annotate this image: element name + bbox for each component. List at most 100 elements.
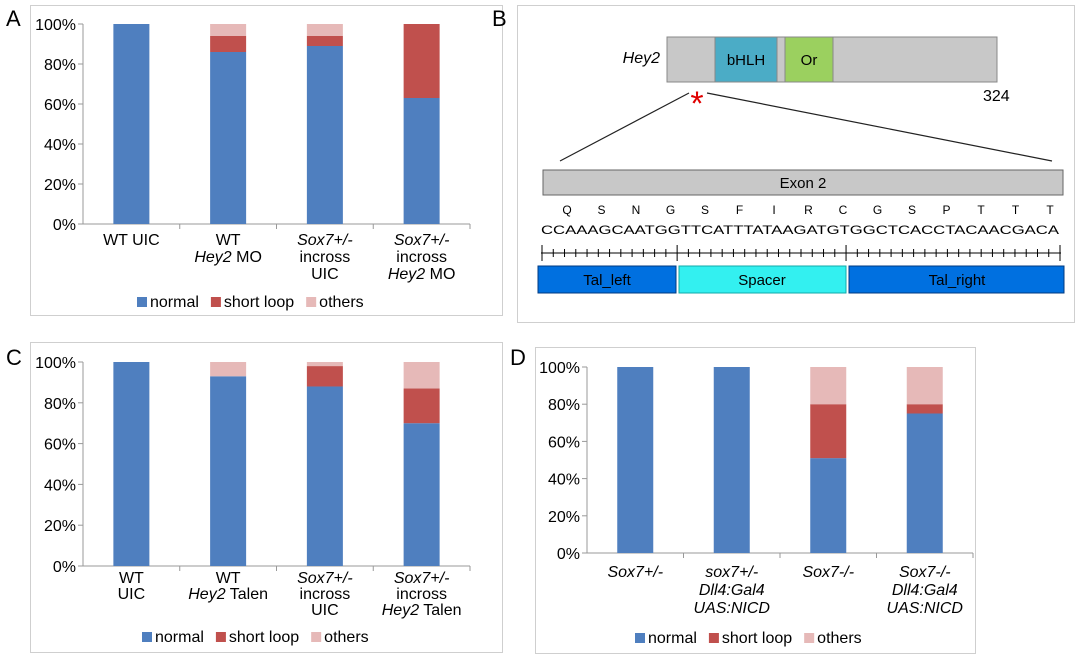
panel-d-frame — [535, 347, 976, 654]
amino-acid: N — [632, 203, 641, 217]
amino-acid: F — [736, 203, 743, 217]
x-tick-label: Sox7+/- — [607, 564, 663, 581]
panel-c-frame — [30, 342, 503, 653]
amino-acid: S — [908, 203, 916, 217]
bar-segment-normal — [810, 458, 847, 553]
legend-swatch-normal — [635, 633, 645, 643]
y-tick-label: 80% — [44, 57, 76, 74]
orange-domain-label: Or — [801, 52, 818, 69]
legend-swatch-normal — [142, 632, 152, 642]
dna-sequence: CCAAAGCAATGGTTCATTTATAAGATGTGGCTCACCTACA… — [541, 223, 1059, 237]
x-tick-label: Sox7-/- — [802, 564, 854, 581]
x-tick-label: WT — [119, 570, 144, 587]
legend-label-normal: normal — [648, 630, 697, 647]
amino-acid: C — [839, 203, 848, 217]
amino-acid: P — [942, 203, 950, 217]
amino-acid: T — [1046, 203, 1054, 217]
amino-acid: G — [873, 203, 882, 217]
legend-label-short-loop: short loop — [722, 630, 792, 647]
bar-segment-others — [306, 24, 343, 36]
legend-swatch-short-loop — [215, 632, 226, 642]
legend-swatch-short-loop — [210, 297, 221, 307]
zoom-line-right — [706, 92, 1053, 162]
x-tick-label: incross — [300, 249, 351, 266]
x-tick-label: WT — [216, 570, 241, 587]
x-tick-label: Hey2 MO — [194, 249, 262, 266]
amino-acid: T — [977, 203, 985, 217]
hey2-talen-diagram: Hey2 bHLH Or 324 * Exon 2 Q S N G S F I R C G S P T T… — [537, 36, 1065, 294]
exon-label: Exon 2 — [780, 175, 827, 192]
x-tick-label: Hey2 MO — [388, 266, 456, 283]
bar-segment-normal — [906, 413, 943, 553]
bar-segment-others — [210, 24, 247, 36]
y-tick-label: 80% — [548, 397, 580, 414]
amino-acid: R — [804, 203, 813, 217]
x-tick-label: Hey2 Talen — [188, 586, 268, 603]
tal-right-label: Tal_right — [929, 272, 987, 289]
bar-segment-normal — [617, 367, 654, 553]
y-tick-label: 20% — [548, 509, 580, 526]
orange-domain — [784, 36, 834, 83]
x-tick-label: WT UIC — [103, 232, 160, 249]
bar-segment-others — [906, 367, 943, 405]
panel-a-frame — [30, 5, 503, 316]
y-tick-label: 60% — [44, 97, 76, 114]
x-tick-label: Sox7+/- — [394, 232, 450, 249]
amino-acid: Q — [562, 203, 571, 217]
y-tick-label: 40% — [44, 137, 76, 154]
x-tick-label: UAS:NICD — [694, 600, 771, 617]
legend-swatch-others — [311, 632, 322, 642]
bar-segment-short-loop — [810, 404, 847, 459]
y-tick-label: 60% — [548, 434, 580, 451]
tal-left-box — [537, 265, 677, 294]
x-tick-label: Sox7+/- — [297, 570, 353, 587]
bar-segment-others — [403, 362, 440, 389]
legend-swatch-short-loop — [708, 633, 719, 643]
tal-left-label: Tal_left — [583, 272, 631, 289]
x-tick-label: Dll4:Gal4 — [892, 582, 958, 599]
legend-label-normal: normal — [150, 294, 199, 311]
bar-segment-short-loop — [306, 36, 343, 46]
x-tick-label: UIC — [311, 602, 339, 619]
bar-segment-normal — [113, 24, 150, 224]
spacer-label: Spacer — [738, 272, 786, 289]
panel-label-d: D — [510, 345, 526, 370]
bar-segment-normal — [713, 367, 750, 553]
legend-swatch-normal — [137, 297, 147, 307]
x-tick-label: sox7+/- — [705, 564, 758, 581]
x-tick-label: Dll4:Gal4 — [699, 582, 765, 599]
bar-segment-others — [810, 367, 847, 405]
x-tick-label: Sox7-/- — [899, 564, 951, 581]
spacer-box — [678, 265, 847, 294]
y-tick-label: 20% — [44, 518, 76, 535]
y-tick-label: 20% — [44, 177, 76, 194]
bar-segment-short-loop — [210, 36, 247, 52]
chart-d: 0%20%40%60%80%100%Sox7+/- sox7+/-Dll4:Gal… — [539, 360, 974, 647]
x-tick-label: Hey2 Talen — [382, 602, 462, 619]
panel-b-frame — [517, 5, 1075, 323]
panel-label-b: B — [492, 6, 507, 31]
protein-length: 324 — [983, 88, 1010, 105]
zoom-line-left — [559, 92, 690, 162]
bar-segment-others — [210, 362, 247, 377]
bar-segment-short-loop — [306, 366, 343, 387]
amino-acid: T — [1012, 203, 1020, 217]
y-tick-label: 40% — [44, 477, 76, 494]
y-tick-label: 80% — [44, 396, 76, 413]
bhlh-domain — [714, 36, 778, 83]
bar-segment-normal — [403, 98, 440, 224]
amino-acid: G — [666, 203, 675, 217]
bar-segment-short-loop — [906, 404, 943, 414]
y-tick-label: 40% — [548, 472, 580, 489]
x-tick-label: incross — [396, 249, 447, 266]
bar-segment-normal — [403, 423, 440, 566]
x-tick-label: incross — [396, 586, 447, 603]
panel-label-a: A — [6, 6, 21, 31]
amino-acid: S — [701, 203, 709, 217]
x-tick-label: WT — [216, 232, 241, 249]
y-tick-label: 100% — [35, 17, 76, 34]
bar-segment-normal — [210, 376, 247, 566]
y-tick-label: 60% — [44, 437, 76, 454]
x-tick-label: Sox7+/- — [297, 232, 353, 249]
